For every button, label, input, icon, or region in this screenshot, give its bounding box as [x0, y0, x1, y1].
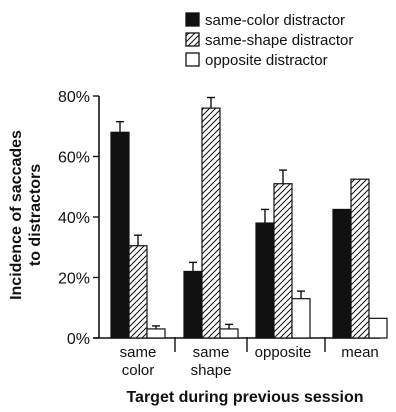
bar	[201, 107, 221, 339]
bar	[255, 222, 275, 339]
y-axis-label: Incidence of saccades to distractors	[8, 130, 44, 300]
x-tick-label: mean	[341, 344, 379, 361]
legend-swatch	[185, 12, 200, 27]
bar	[332, 208, 352, 339]
x-tick-label: same color	[120, 344, 157, 379]
legend-label: opposite distractor	[205, 52, 328, 69]
bar	[146, 328, 166, 339]
legend-swatch	[185, 32, 200, 47]
bars	[110, 96, 388, 339]
bar	[273, 183, 293, 339]
bar	[183, 270, 203, 339]
y-tick-label: 40%	[58, 210, 90, 227]
x-tick-label: same shape	[191, 344, 232, 379]
legend: same-color distractor same-shape distract…	[185, 12, 353, 69]
bar	[128, 245, 148, 339]
legend-label: same-color distractor	[205, 12, 345, 29]
y-tick-label: 0%	[67, 331, 90, 348]
labels: 0% 20% 40% 60% 80% same color same shape opposite…	[58, 89, 379, 379]
legend-swatch	[185, 52, 200, 67]
x-tick-label: opposite	[255, 344, 312, 361]
x-axis-label: Target during previous session	[126, 389, 363, 406]
y-tick-label: 20%	[58, 271, 90, 288]
bar	[291, 298, 311, 339]
bar	[110, 131, 130, 339]
legend-label: same-shape distractor	[205, 32, 353, 49]
bar	[219, 328, 239, 339]
bar	[350, 178, 370, 339]
bar	[368, 317, 388, 339]
y-tick-label: 80%	[58, 89, 90, 106]
y-tick-label: 60%	[58, 150, 90, 167]
